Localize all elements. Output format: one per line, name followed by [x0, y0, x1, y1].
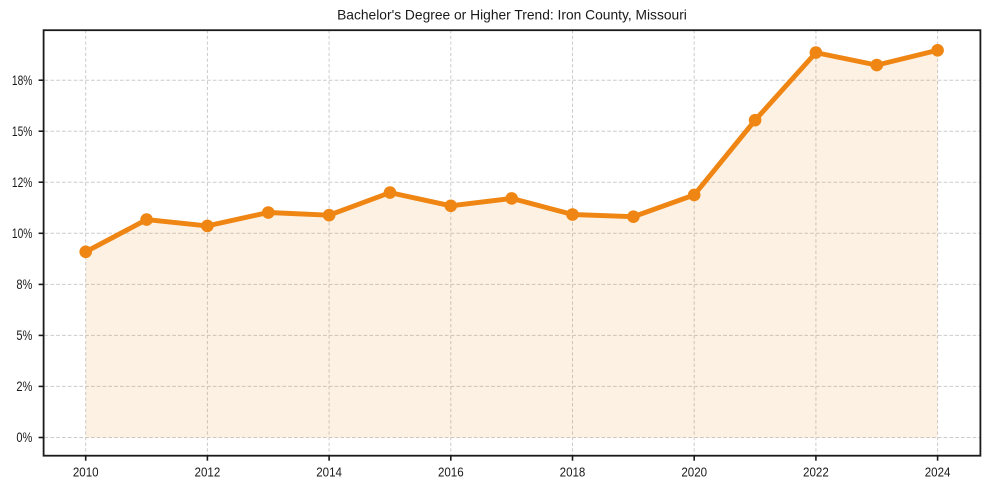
svg-text:2%: 2%: [16, 379, 32, 394]
svg-text:2022: 2022: [803, 465, 829, 480]
svg-text:2010: 2010: [73, 465, 99, 480]
svg-text:18%: 18%: [12, 73, 33, 88]
svg-text:2016: 2016: [438, 465, 464, 480]
svg-text:8%: 8%: [16, 277, 32, 292]
svg-text:15%: 15%: [12, 124, 33, 139]
svg-text:2020: 2020: [681, 465, 707, 480]
svg-text:5%: 5%: [16, 328, 32, 343]
svg-text:10%: 10%: [12, 226, 33, 241]
svg-text:2024: 2024: [925, 465, 951, 480]
svg-text:2012: 2012: [195, 465, 221, 480]
svg-text:12%: 12%: [12, 175, 33, 190]
svg-text:2014: 2014: [316, 465, 342, 480]
svg-text:0%: 0%: [16, 430, 32, 445]
svg-text:Bachelor's Degree or Higher Tr: Bachelor's Degree or Higher Trend: Iron …: [337, 8, 687, 23]
svg-text:2018: 2018: [560, 465, 586, 480]
